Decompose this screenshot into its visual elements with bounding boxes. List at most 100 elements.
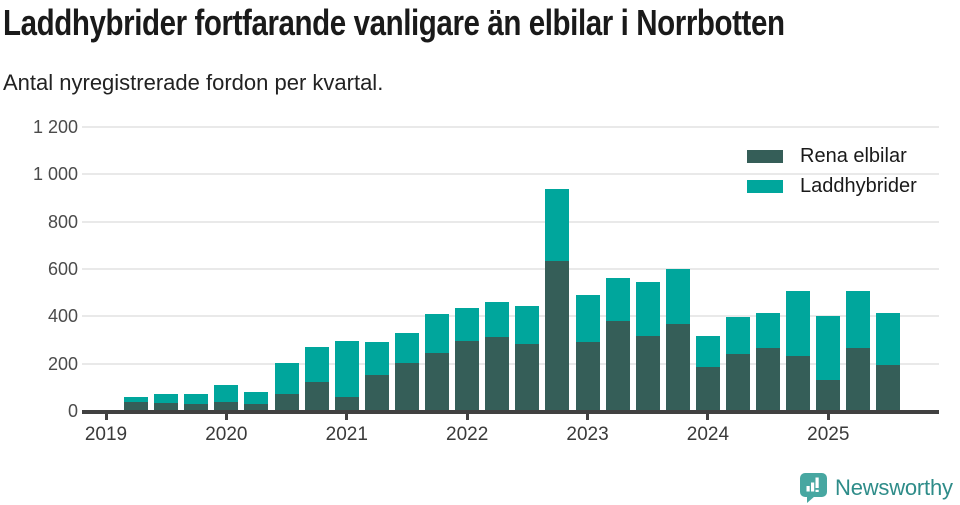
- gridline: [82, 362, 939, 365]
- newsworthy-brand: Newsworthy: [799, 472, 953, 503]
- bar-segment-rena-elbilar: [154, 402, 179, 411]
- newsworthy-logo-icon: [800, 473, 827, 503]
- chart-title: Laddhybrider fortfarande vanligare än el…: [3, 2, 785, 43]
- bar-segment-laddhybrider: [274, 363, 299, 395]
- bar-segment-laddhybrider: [425, 314, 450, 353]
- legend-label: Laddhybrider: [800, 174, 917, 197]
- x-axis-tick: [104, 412, 108, 420]
- bar-segment-rena-elbilar: [756, 347, 781, 411]
- bar-segment-laddhybrider: [244, 392, 269, 404]
- bar-segment-rena-elbilar: [816, 379, 841, 411]
- x-axis-tick: [224, 412, 228, 420]
- bar-segment-rena-elbilar: [605, 321, 630, 411]
- gridline: [82, 220, 939, 223]
- legend: Rena elbilar Laddhybrider: [747, 141, 917, 201]
- y-axis-tick-label: 600: [47, 259, 78, 279]
- bar-segment-laddhybrider: [635, 281, 660, 336]
- legend-item-rena-elbilar: Rena elbilar: [747, 141, 917, 171]
- bar-q2-2024: [726, 317, 751, 411]
- bar-segment-rena-elbilar: [635, 335, 660, 411]
- bar-q2-2019: [124, 397, 149, 411]
- gridline: [82, 315, 939, 318]
- bar-segment-rena-elbilar: [425, 352, 450, 411]
- bar-q1-2024: [695, 336, 720, 411]
- bar-q4-2020: [304, 346, 329, 411]
- x-axis-tick-label: 2024: [686, 424, 730, 445]
- y-axis-tick-label: 1 200: [32, 117, 78, 137]
- bar-segment-laddhybrider: [665, 269, 690, 324]
- bar-q4-2021: [425, 314, 450, 411]
- bar-q2-2020: [244, 392, 269, 411]
- gridline: [82, 173, 939, 176]
- legend-swatch-laddhybrider: [747, 179, 783, 193]
- bar-segment-laddhybrider: [214, 384, 239, 403]
- legend-item-laddhybrider: Laddhybrider: [747, 171, 917, 201]
- bar-segment-rena-elbilar: [726, 354, 751, 411]
- bar-q3-2021: [394, 332, 419, 411]
- bar-q3-2023: [635, 281, 660, 411]
- bar-segment-laddhybrider: [876, 313, 901, 365]
- gridline: [82, 268, 939, 270]
- bar-segment-rena-elbilar: [665, 323, 690, 411]
- x-axis-tick: [706, 412, 710, 420]
- bar-q1-2023: [575, 294, 600, 411]
- bar-q1-2025: [816, 316, 841, 411]
- bar-q3-2025: [876, 313, 901, 411]
- y-axis-tick-label: 200: [47, 353, 78, 374]
- bar-segment-rena-elbilar: [124, 402, 149, 411]
- bar-segment-laddhybrider: [184, 393, 209, 405]
- x-axis-tick-label: 2021: [325, 424, 368, 445]
- bar-segment-laddhybrider: [575, 294, 600, 342]
- bar-segment-laddhybrider: [695, 336, 720, 367]
- bar-segment-laddhybrider: [786, 290, 811, 356]
- bar-q3-2020: [274, 363, 299, 411]
- bar-q1-2020: [214, 384, 239, 411]
- bar-q3-2019: [154, 394, 179, 411]
- bar-q1-2021: [334, 340, 359, 411]
- x-axis-tick-label: 2020: [205, 424, 248, 445]
- x-axis-tick-label: 2022: [446, 424, 489, 445]
- bar-q2-2023: [605, 278, 630, 411]
- brand-name: Newsworthy: [835, 474, 953, 500]
- bar-q2-2021: [364, 341, 389, 411]
- bar-segment-laddhybrider: [816, 316, 841, 380]
- bar-segment-laddhybrider: [304, 346, 329, 383]
- bar-segment-laddhybrider: [846, 290, 871, 348]
- bar-q2-2025: [846, 290, 871, 411]
- x-axis-line: [82, 410, 939, 414]
- bar-segment-rena-elbilar: [184, 404, 209, 411]
- bar-q3-2022: [515, 306, 540, 411]
- bar-segment-rena-elbilar: [515, 344, 540, 411]
- x-axis-tick: [465, 412, 469, 420]
- bar-segment-rena-elbilar: [786, 355, 811, 411]
- bar-segment-rena-elbilar: [575, 341, 600, 411]
- bar-segment-laddhybrider: [364, 341, 389, 376]
- x-axis-tick: [345, 412, 349, 420]
- x-axis-tick: [586, 412, 590, 420]
- bar-segment-laddhybrider: [455, 307, 480, 341]
- bar-q4-2023: [665, 269, 690, 411]
- bar-segment-laddhybrider: [515, 306, 540, 345]
- gridline: [82, 126, 939, 128]
- bar-q1-2022: [455, 307, 480, 411]
- legend-swatch-elbilar: [747, 149, 783, 163]
- bar-segment-laddhybrider: [154, 394, 179, 403]
- bar-segment-rena-elbilar: [334, 396, 359, 411]
- bar-segment-laddhybrider: [726, 317, 751, 355]
- bar-segment-laddhybrider: [485, 302, 510, 338]
- bar-segment-rena-elbilar: [846, 347, 871, 411]
- bar-q4-2022: [545, 189, 570, 411]
- bar-segment-rena-elbilar: [244, 403, 269, 411]
- x-axis-tick-label: 2025: [807, 424, 850, 445]
- bar-segment-rena-elbilar: [394, 363, 419, 411]
- bar-segment-rena-elbilar: [364, 375, 389, 411]
- bar-segment-rena-elbilar: [545, 261, 570, 411]
- y-axis-tick-label: 0: [67, 401, 78, 421]
- bar-segment-laddhybrider: [394, 332, 419, 364]
- bar-segment-rena-elbilar: [455, 340, 480, 411]
- bar-segment-rena-elbilar: [876, 364, 901, 411]
- bar-segment-rena-elbilar: [695, 366, 720, 411]
- bar-segment-rena-elbilar: [304, 382, 329, 411]
- bar-segment-laddhybrider: [756, 313, 781, 348]
- bar-q2-2022: [485, 302, 510, 411]
